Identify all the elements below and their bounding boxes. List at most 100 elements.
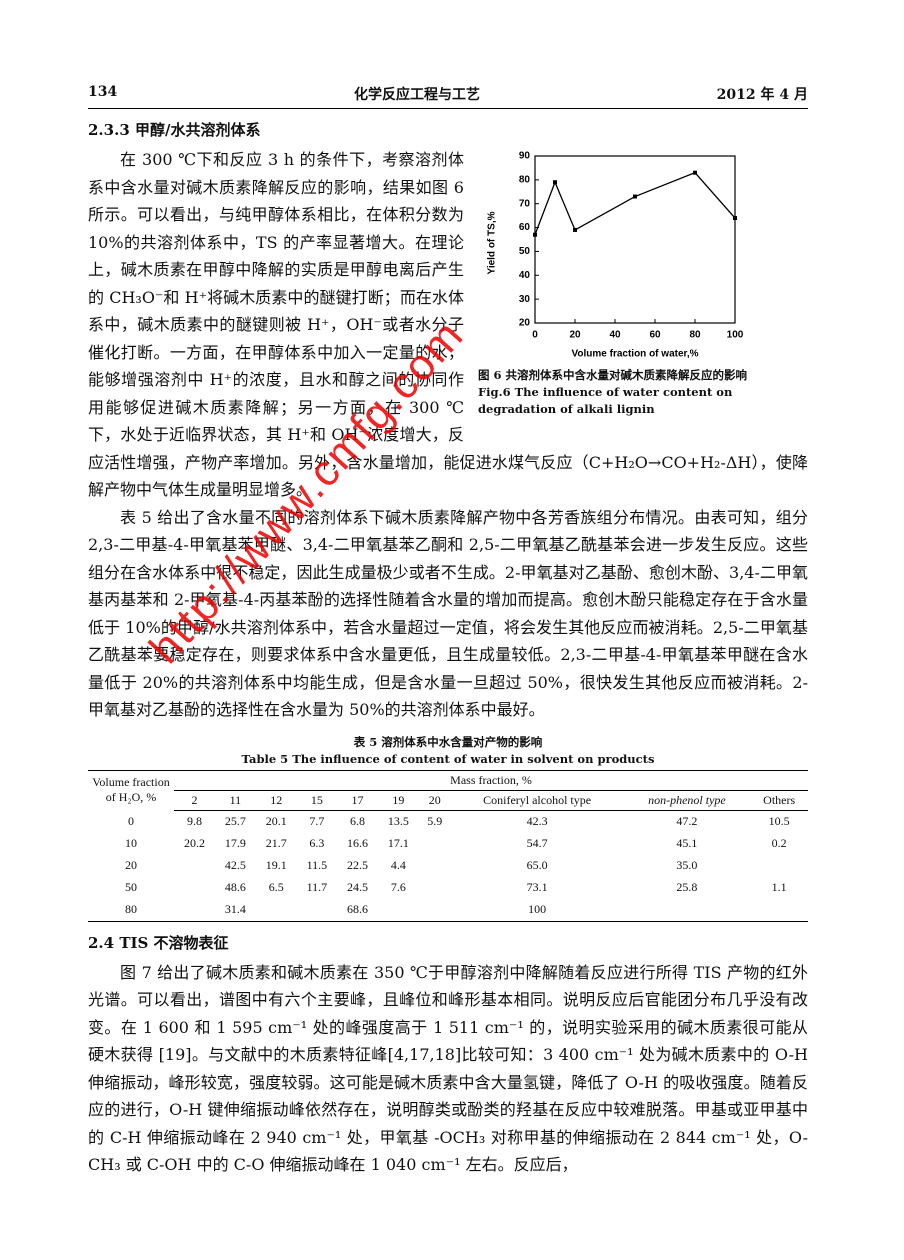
table-cell: 9.8 xyxy=(186,814,202,828)
table-cell xyxy=(377,898,419,922)
table-cell xyxy=(419,855,451,877)
table-cell xyxy=(419,833,451,855)
table-cell: 42.5 xyxy=(224,858,246,872)
table-cell: 10 xyxy=(125,836,137,850)
table-cell: 31.4 xyxy=(214,898,256,922)
table-cell xyxy=(296,898,338,922)
table-cell xyxy=(750,855,808,877)
table-cell: 0.2 xyxy=(771,836,787,850)
y-tick-label: 60 xyxy=(519,222,531,233)
table-cell xyxy=(623,898,751,922)
table-cell: 6.3 xyxy=(309,836,325,850)
issue-date: 2012 年 4 月 xyxy=(716,87,808,103)
page-number: 134 xyxy=(88,84,118,100)
table-cell: 17.1 xyxy=(387,836,409,850)
table-cell: 100 xyxy=(450,898,624,922)
data-point xyxy=(733,216,737,221)
figure: Yield of TS,% Volume fraction of water,%… xyxy=(478,148,808,418)
table-cell: 6.8 xyxy=(349,814,365,828)
journal-name: 化学反应工程与工艺 xyxy=(353,87,480,103)
header-cell: 12 xyxy=(255,790,297,811)
table-cell: 50 xyxy=(125,880,137,894)
table-cell: 35.0 xyxy=(676,858,698,872)
running-header: 134 化学反应工程与工艺 2012 年 4 月 xyxy=(88,84,808,109)
y-tick-label: 50 xyxy=(519,246,531,257)
data-line xyxy=(534,171,736,235)
table-caption-zh: 表 5 溶剂体系中水含量对产物的影响 xyxy=(353,734,543,749)
data-point xyxy=(533,232,537,237)
table-row: 50 48.6 6.5 11.7 24.5 7.6 73.1 25.8 1.1 xyxy=(88,877,808,899)
table-cell: 17.9 xyxy=(224,836,246,850)
table-cell: 16.6 xyxy=(346,836,368,850)
table-cell xyxy=(419,877,451,899)
table-cell xyxy=(174,898,215,922)
table-cell: 20 xyxy=(125,858,137,872)
table-cell: 20.2 xyxy=(183,836,205,850)
data-table: Volume fraction of H₂O, % Mass fraction,… xyxy=(88,769,808,922)
section-heading: 2.3.3 甲醇/水共溶剂体系 xyxy=(88,121,261,139)
y-tick-label: 90 xyxy=(519,151,531,162)
header-cell: 20 xyxy=(418,790,451,811)
table-row: 20 42.5 19.1 11.5 22.5 4.4 65.0 35.0 xyxy=(88,855,808,877)
header-cell: 2 xyxy=(174,790,215,811)
table-cell: 68.6 xyxy=(337,898,378,922)
table-cell: 13.5 xyxy=(387,814,409,828)
x-tick-label: 80 xyxy=(689,330,701,341)
y-axis-label: Yield of TS,% xyxy=(487,211,498,274)
table-cell: 21.7 xyxy=(265,836,287,850)
table-cell: 6.5 xyxy=(268,880,284,894)
y-tick-label: 70 xyxy=(519,198,531,209)
table-cell: 10.5 xyxy=(768,814,790,828)
table-cell: 20.1 xyxy=(265,814,287,828)
table-cell: 45.1 xyxy=(676,836,698,850)
table-cell: 7.7 xyxy=(309,814,325,828)
header-cell: Volume fraction of H₂O, % xyxy=(88,769,174,810)
table-cell: 48.6 xyxy=(224,880,246,894)
table-cell: 11.7 xyxy=(306,880,328,894)
table-row: 10 20.2 17.9 21.7 6.3 16.6 17.1 54.7 45.1 0.2 xyxy=(88,833,808,855)
data-point xyxy=(573,227,577,232)
paragraph: 表 5 给出了含水量不同的溶剂体系下碱木质素降解产物中各芳香族组分布情况。由表可… xyxy=(88,507,808,720)
table-cell: 80 xyxy=(88,898,174,922)
table-cell xyxy=(750,898,808,922)
y-tick-label: 20 xyxy=(519,318,531,329)
table-row: 0 9.8 25.7 20.1 7.7 6.8 13.5 5.9 42.3 47.2 10.5 xyxy=(88,810,808,833)
x-tick-label: 40 xyxy=(609,330,621,341)
table-cell: 5.9 xyxy=(427,814,443,828)
paragraph: 图 7 给出了碱木质素和碱木质素在 350 ℃于甲醇溶剂中降解随着反应进行所得 … xyxy=(88,962,808,1175)
data-point xyxy=(693,170,697,175)
table-cell: 65.0 xyxy=(526,858,548,872)
section-heading: 2.4 TIS 不溶物表征 xyxy=(88,933,229,952)
page-content: 134 化学反应工程与工艺 2012 年 4 月 2.3.3 甲醇/水共溶剂体系… xyxy=(88,84,808,1179)
table-cell: 0 xyxy=(128,813,134,828)
table-row: 80 31.4 68.6 100 xyxy=(88,898,808,922)
header-cell: non-phenol type xyxy=(623,790,751,811)
table-cell: 24.5 xyxy=(346,880,368,894)
caption-zh: 图 6 共溶剂体系中含水量对碱木质素降解反应的影响 xyxy=(478,368,748,382)
table-cell: 25.7 xyxy=(224,814,246,828)
table-cell: 42.3 xyxy=(526,814,548,828)
header-cell: 17 xyxy=(337,790,378,811)
table-cell: 54.7 xyxy=(526,836,548,850)
y-tick-label: 30 xyxy=(519,294,531,305)
header-cell: 15 xyxy=(296,790,338,811)
x-axis-label: Volume fraction of water,% xyxy=(571,349,698,360)
table-cell: 7.6 xyxy=(390,880,406,894)
x-tick-label: 0 xyxy=(532,330,538,341)
table-cell: 19.1 xyxy=(265,858,287,872)
data-point xyxy=(633,194,637,199)
x-tick-label: 20 xyxy=(569,330,581,341)
paragraph: 在 300 ℃下和反应 3 h 的条件下，考察溶剂体系中含水量对碱木质素降解反应… xyxy=(88,150,808,499)
x-tick-label: 60 xyxy=(649,330,661,341)
table-cell xyxy=(174,877,215,899)
header-cell: Others xyxy=(750,790,808,811)
table-cell: 73.1 xyxy=(526,880,548,894)
table-cell xyxy=(255,898,297,922)
table-cell: 4.4 xyxy=(390,858,406,872)
table-cell: 47.2 xyxy=(676,814,698,828)
header-group: Mass fraction, % xyxy=(174,769,808,791)
caption-en: Fig.6 The influence of water content on … xyxy=(478,385,733,416)
y-tick-label: 80 xyxy=(519,174,531,185)
header-cell: 19 xyxy=(377,790,419,811)
